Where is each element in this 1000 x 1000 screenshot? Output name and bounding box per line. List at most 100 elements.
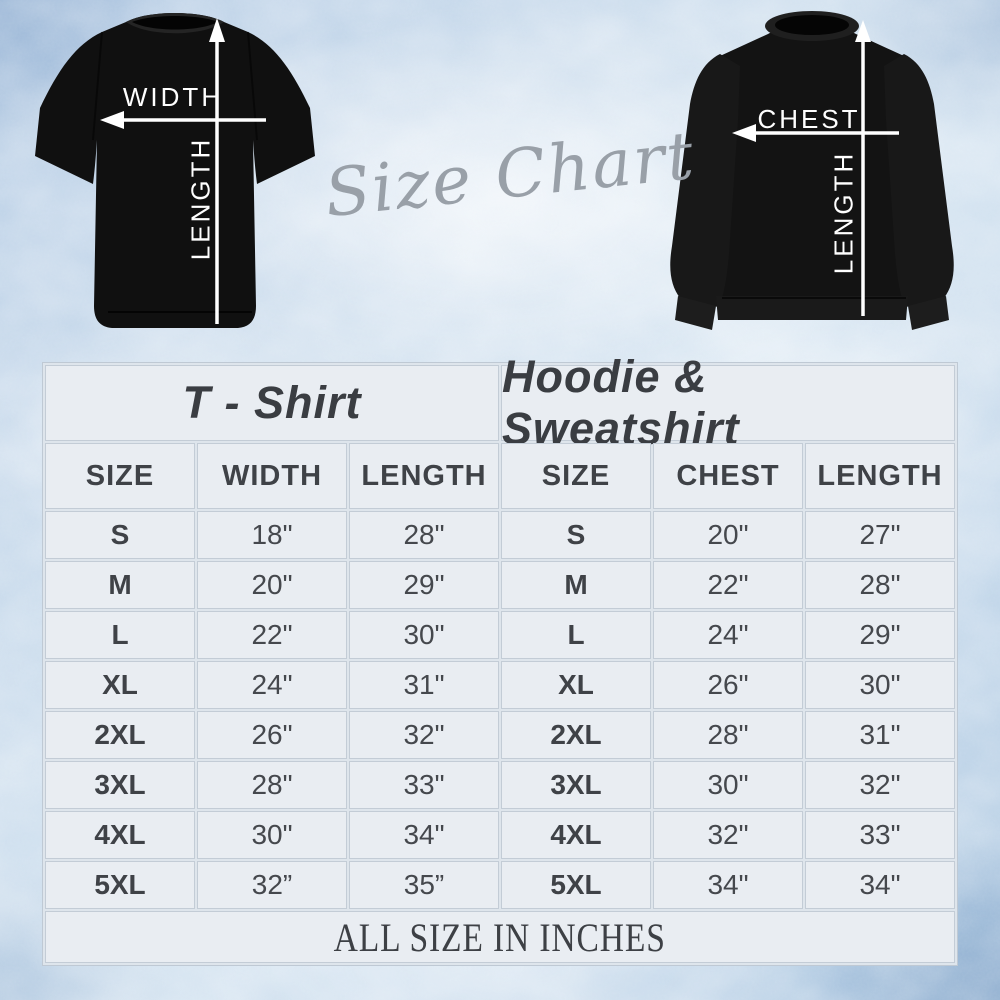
tshirt-col-header-length-text: LENGTH [361,459,487,492]
tshirt-row-l-size: L [45,611,195,659]
tshirt-row-4xl-width-text: 30" [251,819,293,850]
tshirt-row-4xl-size: 4XL [45,811,195,859]
hoodie-row-xl-size: XL [501,661,651,709]
hoodie-row-m-size: M [501,561,651,609]
hoodie-row-m-chest-text: 22" [707,569,749,600]
hoodie-row-3xl-size: 3XL [501,761,651,809]
hoodie-row-l-length: 29" [805,611,955,659]
hoodie-row-3xl-length: 32" [805,761,955,809]
tshirt-row-5xl-length: 35” [349,861,499,909]
hoodie-row-s-length: 27" [805,511,955,559]
tshirt-row-s-size: S [45,511,195,559]
hoodie-row-5xl-chest: 34" [653,861,803,909]
hoodie-row-m-length-text: 28" [859,569,901,600]
tshirt-row-2xl-width-text: 26" [251,719,293,750]
tshirt-row-5xl-width: 32” [197,861,347,909]
tshirt-row-5xl-length-text: 35” [403,869,445,900]
tshirt-row-m-width: 20" [197,561,347,609]
tshirt-illustration [35,13,315,328]
hoodie-row-5xl-size-text: 5XL [550,869,602,900]
tshirt-row-5xl-size-text: 5XL [94,869,146,900]
hoodie-row-4xl-length-text: 33" [859,819,901,850]
tshirt-row-s-size-text: S [110,519,130,550]
hoodie-row-4xl-chest-text: 32" [707,819,749,850]
hoodie-row-s-chest: 20" [653,511,803,559]
hoodie-row-xl-chest: 26" [653,661,803,709]
hoodie-row-m-size-text: M [564,569,588,600]
hoodie-col-header-length: LENGTH [805,443,955,509]
tshirt-row-4xl-size-text: 4XL [94,819,146,850]
tshirt-row-3xl-width: 28" [197,761,347,809]
tshirt-row-m-length-text: 29" [403,569,445,600]
tshirt-row-m-width-text: 20" [251,569,293,600]
hoodie-row-l-size-text: L [567,619,585,650]
tshirt-width-label: WIDTH [122,82,224,112]
tshirt-row-2xl-size-text: 2XL [94,719,146,750]
hoodie-row-s-length-text: 27" [859,519,901,550]
tshirt-row-3xl-length: 33" [349,761,499,809]
tshirt-col-header-width: WIDTH [197,443,347,509]
hoodie-row-xl-size-text: XL [558,669,594,700]
hoodie-row-4xl-size: 4XL [501,811,651,859]
script-title: Size Chart [321,116,699,233]
hoodie-row-m-chest: 22" [653,561,803,609]
sweatshirt-chest-label: CHEST [757,104,861,134]
hoodie-row-l-chest: 24" [653,611,803,659]
hoodie-row-3xl-chest-text: 30" [707,769,749,800]
tshirt-row-xl-length-text: 31" [403,669,445,700]
hoodie-row-xl-chest-text: 26" [707,669,749,700]
hoodie-row-5xl-length: 34" [805,861,955,909]
hoodie-row-m-length: 28" [805,561,955,609]
tshirt-row-3xl-size-text: 3XL [94,769,146,800]
tshirt-row-xl-width-text: 24" [251,669,293,700]
footer-note-text: ALL SIZE IN INCHES [333,914,667,960]
hoodie-row-5xl-size: 5XL [501,861,651,909]
tshirt-length-label: LENGTH [185,136,216,261]
hoodie-row-4xl-chest: 32" [653,811,803,859]
hoodie-col-header-length-text: LENGTH [817,459,943,492]
hoodie-row-xl-length-text: 30" [859,669,901,700]
tshirt-row-2xl-length-text: 32" [403,719,445,750]
tshirt-section-title-text: T - Shirt [182,377,362,428]
tshirt-row-4xl-length-text: 34" [403,819,445,850]
size-grid: T - Shirt Hoodie & Sweatshirt SIZE WIDTH LEN… [42,351,958,966]
tshirt-row-m-length: 29" [349,561,499,609]
tshirt-row-s-width-text: 18" [251,519,293,550]
tshirt-row-2xl-size: 2XL [45,711,195,759]
hoodie-section-title: Hoodie & Sweatshirt [501,351,955,454]
tshirt-row-3xl-size: 3XL [45,761,195,809]
hoodie-row-l-size: L [501,611,651,659]
tshirt-row-5xl-size: 5XL [45,861,195,909]
tshirt-row-l-length-text: 30" [403,619,445,650]
tshirt-section-title: T - Shirt [45,365,499,441]
hoodie-col-header-size: SIZE [501,443,651,509]
sweatshirt-body [670,11,954,330]
tshirt-col-header-length: LENGTH [349,443,499,509]
tshirt-row-l-size-text: L [111,619,129,650]
hoodie-row-3xl-chest: 30" [653,761,803,809]
tshirt-row-l-width-text: 22" [251,619,293,650]
hoodie-row-4xl-size-text: 4XL [550,819,602,850]
hoodie-row-2xl-chest: 28" [653,711,803,759]
tshirt-col-header-width-text: WIDTH [221,459,323,492]
tshirt-row-2xl-width: 26" [197,711,347,759]
tshirt-row-l-width: 22" [197,611,347,659]
tshirt-col-header-size-text: SIZE [85,459,155,492]
hoodie-row-2xl-size: 2XL [501,711,651,759]
hoodie-row-3xl-size-text: 3XL [550,769,602,800]
hoodie-row-l-length-text: 29" [859,619,901,650]
tshirt-row-xl-size-text: XL [102,669,138,700]
tshirt-row-5xl-width-text: 32” [251,869,293,900]
hoodie-row-s-chest-text: 20" [707,519,749,550]
hoodie-row-5xl-length-text: 34" [859,869,901,900]
tshirt-row-s-width: 18" [197,511,347,559]
hoodie-row-l-chest-text: 24" [707,619,749,650]
hoodie-row-s-size: S [501,511,651,559]
tshirt-row-2xl-length: 32" [349,711,499,759]
tshirt-row-4xl-width: 30" [197,811,347,859]
tshirt-row-l-length: 30" [349,611,499,659]
tshirt-row-m-size: M [45,561,195,609]
tshirt-row-s-length-text: 28" [403,519,445,550]
tshirt-row-xl-width: 24" [197,661,347,709]
